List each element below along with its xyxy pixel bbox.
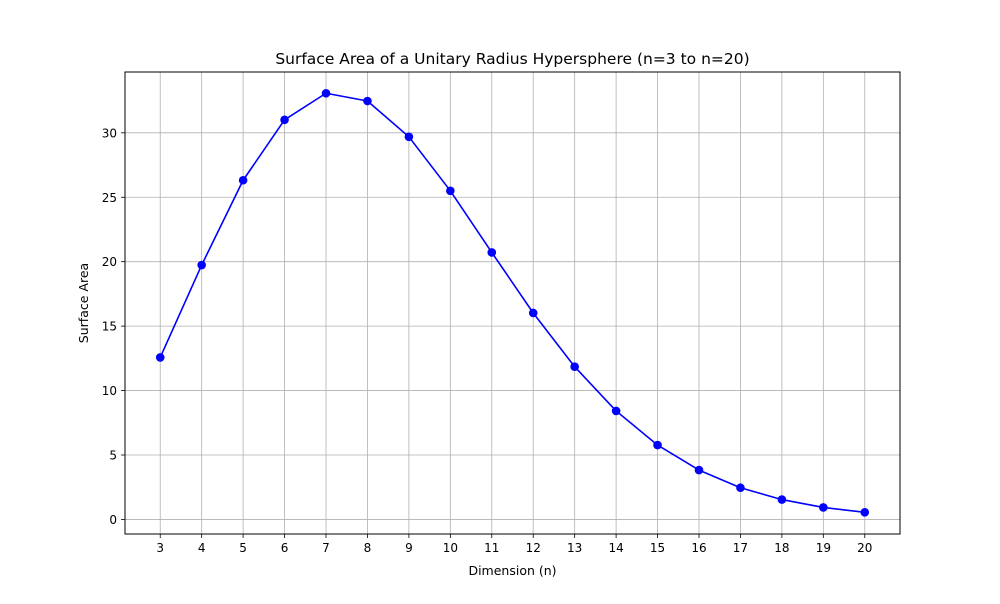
grid-lines [125, 72, 900, 534]
y-tick-label: 25 [102, 191, 117, 205]
x-tick-label: 17 [733, 541, 748, 555]
x-tick-label: 12 [526, 541, 541, 555]
x-tick-label: 6 [281, 541, 289, 555]
data-point [736, 483, 745, 493]
data-point [653, 440, 662, 450]
data-point [155, 353, 165, 362]
y-tick-label: 15 [102, 320, 117, 334]
x-tick-label: 13 [567, 541, 582, 555]
x-tick-label: 19 [816, 541, 831, 555]
chart-title: Surface Area of a Unitary Radius Hypersp… [275, 50, 749, 68]
x-tick-label: 8 [364, 541, 372, 555]
y-tick-label: 5 [109, 449, 117, 463]
x-axis-ticks: 3 4 5 6 7 8 9 10 11 12 13 14 15 16 17 18 19 20 [156, 534, 872, 555]
series-line-layer [159, 92, 865, 514]
x-tick-label: 18 [774, 541, 789, 555]
x-tick-label: 10 [443, 541, 458, 555]
data-point [280, 115, 289, 125]
x-tick-label: 16 [691, 541, 706, 555]
x-tick-label: 20 [857, 541, 872, 555]
y-tick-label: 30 [102, 126, 117, 140]
y-tick-label: 10 [102, 384, 117, 398]
x-tick-label: 11 [484, 541, 499, 555]
y-tick-label: 0 [109, 513, 117, 527]
x-tick-label: 5 [239, 541, 247, 555]
data-point [611, 406, 621, 416]
data-point [487, 248, 497, 257]
data-point [860, 508, 870, 517]
data-point [570, 362, 579, 372]
data-point [528, 308, 538, 318]
data-point [777, 495, 787, 504]
data-point [363, 96, 372, 106]
x-axis-label: Dimension (n) [468, 563, 556, 578]
y-axis-label: Surface Area [76, 263, 91, 343]
x-tick-label: 4 [198, 541, 206, 555]
x-tick-label: 7 [322, 541, 330, 555]
series-line [159, 92, 865, 514]
x-tick-label: 14 [608, 541, 623, 555]
data-point [819, 503, 828, 512]
x-tick-label: 9 [405, 541, 413, 555]
data-point [446, 186, 455, 196]
data-point [404, 132, 414, 142]
x-tick-label: 3 [156, 541, 164, 555]
y-axis-ticks: 0 5 10 15 20 25 30 [102, 126, 125, 527]
data-point [694, 465, 704, 475]
data-point [238, 175, 248, 185]
x-tick-label: 15 [650, 541, 665, 555]
data-point [197, 260, 206, 270]
plot-area-frame [124, 71, 901, 535]
series-markers [155, 88, 870, 517]
y-tick-label: 20 [102, 255, 117, 269]
data-point [321, 88, 331, 98]
